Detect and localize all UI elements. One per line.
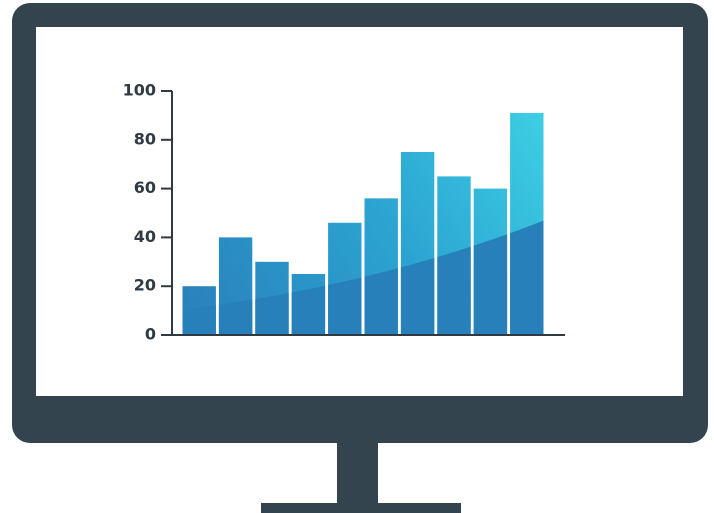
y-tick-label: 40 xyxy=(134,227,156,246)
monitor-neck xyxy=(337,443,378,504)
y-tick-label: 100 xyxy=(123,81,156,100)
monitor-base xyxy=(261,503,461,513)
y-tick-label: 60 xyxy=(134,178,156,197)
y-tick-label: 80 xyxy=(134,129,156,148)
y-tick-label: 20 xyxy=(134,276,156,295)
y-tick-label: 0 xyxy=(145,325,156,344)
